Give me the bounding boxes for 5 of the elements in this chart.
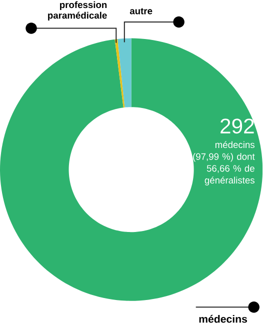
text: 292 [220, 118, 254, 134]
slice-label: médecins [200, 314, 248, 323]
slice-label: profession paramédicale [48, 1, 108, 21]
slice-label: autre [130, 8, 152, 14]
text: médecins (97,99 %) dont 56,66 % de généralistes [193, 141, 255, 186]
